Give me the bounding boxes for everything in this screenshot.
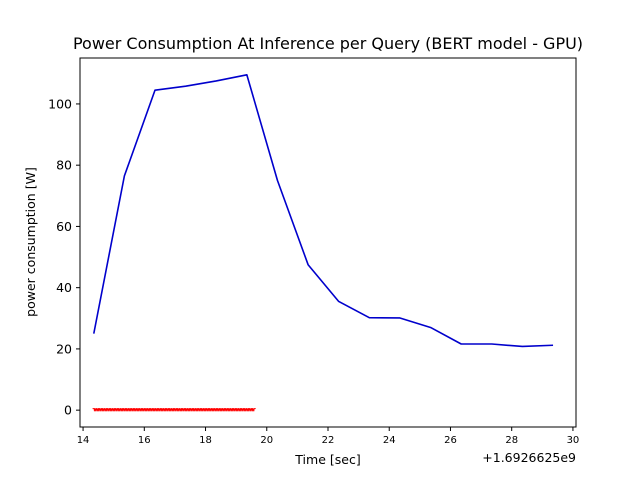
y-tick-label: 40 — [56, 280, 72, 295]
plot-area — [92, 74, 554, 412]
x-axis-offset-label: +1.6926625e9 — [482, 450, 576, 465]
x-tick-label: 28 — [505, 435, 518, 446]
ticks: 14 16 18 20 22 24 26 28 30 0 20 40 60 80 100 — [48, 96, 579, 446]
series-line-1 — [92, 74, 554, 348]
y-tick-label: 0 — [64, 403, 72, 418]
x-tick-label: 22 — [322, 435, 335, 446]
x-tick-label: 18 — [199, 435, 212, 446]
y-axis-label: power consumption [W] — [23, 167, 38, 317]
x-tick-label: 26 — [444, 435, 457, 446]
x-tick-label: 20 — [260, 435, 273, 446]
x-tick-label: 30 — [567, 435, 580, 446]
x-tick-label: 24 — [383, 435, 396, 446]
y-tick-label: 60 — [56, 219, 72, 234]
series-markers-2 — [92, 408, 256, 412]
x-axis-label: Time [sec] — [294, 452, 360, 467]
y-tick-label: 20 — [56, 341, 72, 356]
x-tick-label: 16 — [138, 435, 151, 446]
x-tick-label: 14 — [77, 435, 90, 446]
chart-title: Power Consumption At Inference per Query… — [73, 34, 583, 53]
y-tick-label: 80 — [56, 158, 72, 173]
y-tick-label: 100 — [48, 96, 72, 111]
